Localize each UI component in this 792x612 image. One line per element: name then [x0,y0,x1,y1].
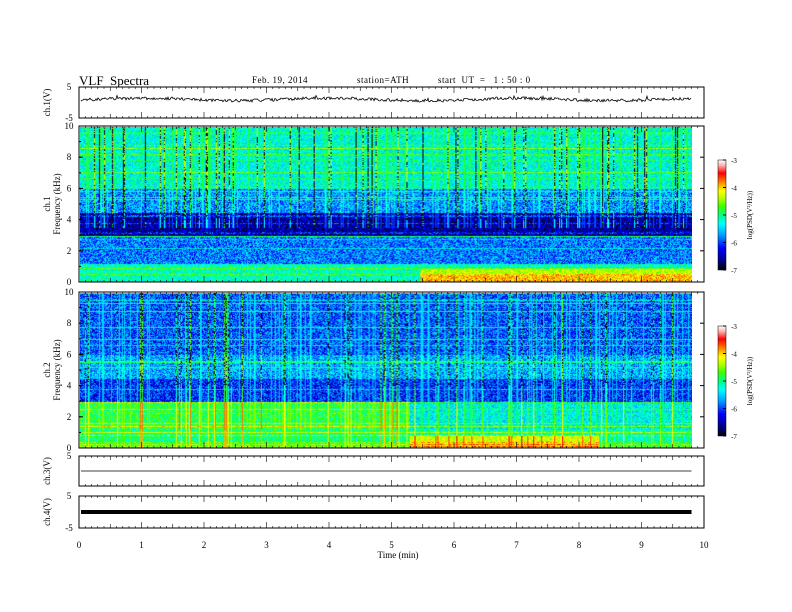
ch1-spectrogram-ylabel: ch.1 [42,196,52,211]
xtick-label: 2 [202,540,207,550]
ch1-panel-trace [80,94,692,103]
xtick-label: 6 [452,540,457,550]
ch1-spectrogram-colorbar-tick-label: -5 [731,212,737,220]
xtick-label: 7 [514,540,519,550]
ch1-panel-ytick-label: 5 [67,82,72,92]
ch2-spectrogram-ytick-label: 2 [67,412,72,422]
xtick-label: 3 [264,540,269,550]
ch4-panel-ytick-label: 5 [67,491,72,501]
ch1-spectrogram-colorbar-tick-label: -4 [731,185,737,193]
ch1-spectrogram-colorbar-tick-label: -3 [731,157,737,165]
xtick-label: 9 [639,540,644,550]
ch2-spectrogram-ytick-label: 4 [67,381,72,391]
station-label: station=ATH [357,75,410,85]
ch1-spectrogram-colorbar-tick-label: -6 [731,240,737,248]
ch2-spectrogram-colorbar-label: log(PSD(V²/Hz)) [746,356,754,405]
ch2-spectrogram-colorbar-tick-label: -5 [731,378,737,386]
ch1-spectrogram-ylabel2: Frequency (kHz) [52,173,62,234]
ch1-panel-ytick-label: -5 [65,113,73,123]
ch2-spectrogram-ytick-label: 10 [65,287,75,297]
ch2-spectrogram-colorbar-tick-label: -6 [731,406,737,414]
ch2-spectrogram-ytick-label: 0 [67,443,72,453]
ch2-spectrogram-ytick-label: 8 [67,318,72,328]
ch2-spectrogram-colorbar-tick-label: -3 [731,323,737,331]
xtick-label: 8 [577,540,582,550]
ch2-spectrogram-ylabel2: Frequency (kHz) [52,339,62,400]
ch1-spectrogram-colorbar-tick-label: -7 [731,267,737,275]
ch3-panel-ytick-label: 5 [67,451,72,461]
ch1-spectrogram-ytick-label: 0 [67,277,72,287]
date-label: Feb. 19, 2014 [252,75,308,85]
ch4-panel-ytick-label: -5 [65,523,73,533]
ch4-panel-ylabel: ch.4(V) [42,498,52,526]
xtick-label: 0 [77,540,82,550]
ch1-spectrogram-ytick-label: 2 [67,246,72,256]
ch1-spectrogram-ytick-label: 10 [65,121,75,131]
ch2-spectrogram-ylabel: ch.2 [42,362,52,377]
xtick-label: 5 [389,540,394,550]
ch1-spectrogram-colorbar-label: log(PSD(V²/Hz)) [746,190,754,239]
xaxis-label: Time (min) [378,550,419,560]
xtick-label: 1 [139,540,144,550]
xtick-label: 4 [327,540,332,550]
ch1-spectrogram-ytick-label: 8 [67,152,72,162]
ch1-spectrogram-ytick-label: 4 [67,215,72,225]
ch2-spectrogram-ytick-label: 6 [67,349,72,359]
ch1-spectrogram-ytick-label: 6 [67,183,72,193]
ch2-spectrogram-colorbar-tick-label: -7 [731,433,737,441]
ch1-spectrogram-heatmap [80,127,692,282]
ch2-spectrogram-heatmap [80,293,692,448]
ch1-panel-ylabel: ch.1(V) [42,89,52,117]
start-time-label: start UT = 1 : 50 : 0 [438,75,531,85]
xtick-label: 10 [700,540,710,550]
figure-title: VLF Spectra [79,73,150,88]
ch3-panel-ylabel: ch.3(V) [42,457,52,485]
ch2-spectrogram-colorbar-tick-label: -4 [731,351,737,359]
